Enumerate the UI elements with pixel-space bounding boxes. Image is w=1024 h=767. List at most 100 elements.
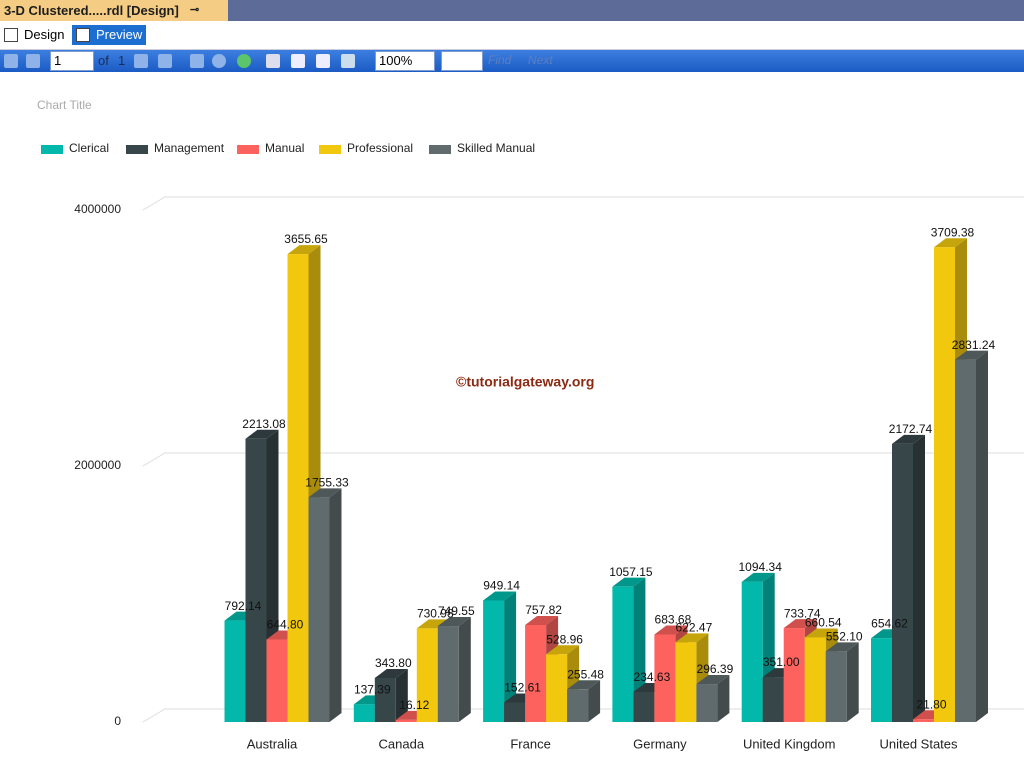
bar-front [955,359,976,722]
find-field[interactable] [441,51,483,71]
bar-front [741,581,763,722]
legend-label: Management [154,141,225,155]
data-label: 792.14 [225,599,262,613]
pin-icon[interactable]: ⊸ [190,4,200,16]
bar-front [934,247,955,723]
bar-side [913,434,925,722]
legend-label: Skilled Manual [457,141,535,155]
previous-page-button[interactable] [26,54,40,68]
bar-top [696,675,730,685]
data-label: 1057.15 [609,565,653,579]
bar-front [783,628,805,722]
bar-front [437,626,459,722]
legend-swatch [429,145,451,154]
last-page-button[interactable] [158,54,172,68]
next-link[interactable]: Next [528,53,553,67]
bar-side [846,642,859,722]
bar-front [546,654,568,722]
bar-front [416,628,438,722]
legend-label: Clerical [69,141,109,155]
print-button[interactable] [266,54,280,68]
stop-button[interactable] [212,54,226,68]
find-link[interactable]: Find [488,53,512,67]
document-tab[interactable]: 3-D Clustered.....rdl [Design] ⊸ [0,0,228,21]
y-tick-label: 0 [114,714,121,728]
data-label: 654.62 [871,616,908,630]
bar-top [308,488,342,498]
data-label: 552.10 [826,630,863,644]
bar-side [395,668,408,722]
data-label: 733.74 [784,606,821,620]
report-toolbar: 1 of 1 100% Find Next [0,50,1024,72]
refresh-button[interactable] [237,54,251,68]
page-count: 1 [118,53,126,68]
bar-top [783,619,817,629]
bar [567,680,601,722]
data-label: 296.39 [697,662,734,676]
bar-front [913,719,934,722]
design-label: Design [24,27,65,42]
bar [437,617,471,722]
data-label: 351.00 [763,655,800,669]
design-button[interactable]: Design [0,25,68,45]
back-button[interactable] [190,54,204,68]
preview-button[interactable]: Preview [72,25,147,45]
bar [955,350,988,722]
export-button[interactable] [341,54,355,68]
bar-top [741,572,775,582]
page-number-field[interactable]: 1 [50,51,94,71]
tab-bar: 3-D Clustered.....rdl [Design] ⊸ [0,0,1024,21]
bar-front [525,624,547,722]
bar-side [329,488,342,722]
bar-top [567,680,601,690]
bar [308,488,342,722]
bar-top [525,615,559,625]
bar-top [245,429,279,439]
next-page-button[interactable] [134,54,148,68]
mode-bar: Design Preview [0,21,1024,50]
bar-top [416,619,450,629]
bar-top [546,645,580,655]
x-tick-label: Canada [379,736,425,751]
data-label: 644.80 [267,618,304,632]
x-tick-label: Australia [247,736,298,751]
bar-front [395,719,417,722]
bar [696,675,730,722]
data-label: 683.68 [655,613,692,627]
legend-swatch [319,145,341,154]
bar-front [804,637,826,722]
legend-swatch [41,145,63,154]
legend-label: Manual [265,141,304,155]
bar-front [696,684,718,722]
data-label: 528.96 [546,632,583,646]
page-of-label: of [98,53,109,68]
bar-front [567,689,589,722]
print-layout-button[interactable] [291,54,305,68]
first-page-button[interactable] [4,54,18,68]
zoom-select[interactable]: 100% [375,51,435,71]
bar-front [353,704,375,722]
data-label: 255.48 [567,667,604,681]
bar-front [374,677,396,722]
bar [825,642,859,722]
data-label: 622.47 [676,620,713,634]
bar-top [612,577,646,587]
bar-side [458,617,471,722]
bar-front [287,254,309,723]
bar-front [504,702,526,722]
bar [374,668,408,722]
page-setup-button[interactable] [316,54,330,68]
data-label: 749.55 [438,604,475,618]
legend-swatch [237,145,259,154]
bar-top [483,591,517,601]
bar-side [588,680,601,722]
bar-front [266,639,288,722]
data-label: 137.39 [354,683,391,697]
grid-line [142,708,1024,723]
legend-swatch [126,145,148,154]
bar-front [633,691,655,722]
legend-label: Professional [347,141,413,155]
tab-title: 3-D Clustered.....rdl [Design] [4,3,179,18]
bar-front [483,600,505,722]
